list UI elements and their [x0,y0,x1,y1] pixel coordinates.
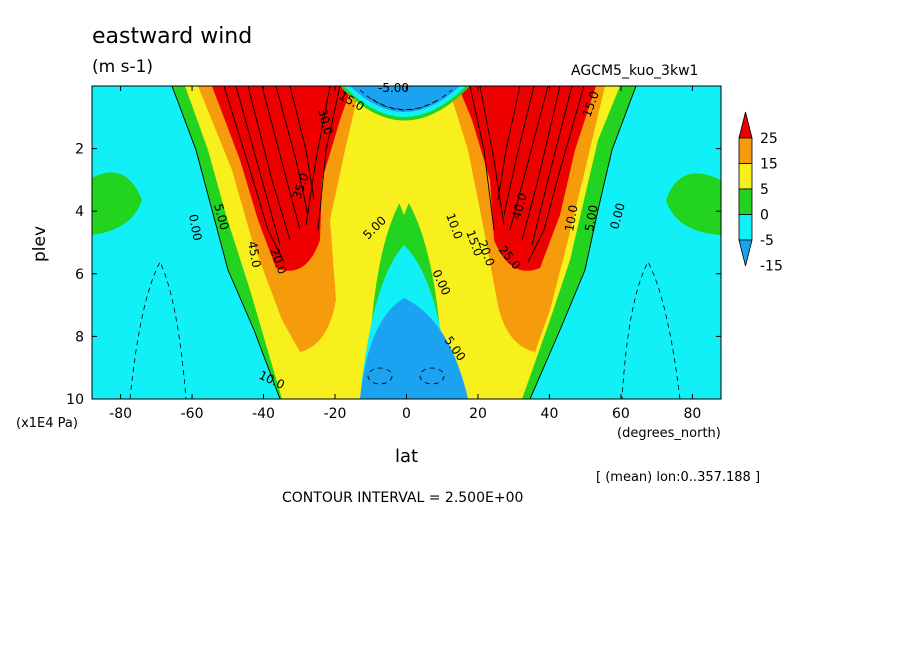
contour-label: -5.00 [378,81,409,95]
colorbar: 25 15 5 0 -5 -15 [738,111,783,275]
colorbar-label: -5 [760,233,774,249]
colorbar-top-arrow [738,111,753,139]
contour-label: 5.00 [582,204,600,233]
y-tick-label: 10 [66,392,84,408]
region-5-15-equatorial-top [352,86,458,215]
y-axis-unit: (x1E4 Pa) [16,416,78,431]
x-tick-label: 40 [541,406,559,422]
region-below-negative-5-equatorial-top [350,86,460,112]
contour-label: 0.00 [607,201,627,230]
contour-label: 0.00 [186,213,204,242]
x-tick-label: 80 [683,406,701,422]
y-tick-label: 8 [75,329,84,345]
x-tick-label: 0 [402,406,411,422]
colorbar-label: 25 [760,131,778,147]
region-0-5-sh-high [92,172,142,235]
contour-label: 5.00 [211,202,231,231]
colorbar-segment [738,137,753,164]
jet-contour-lines [171,86,637,399]
run-name: AGCM5_kuo_3kw1 [571,63,699,79]
x-axis-label: lat [395,446,419,467]
x-tick-label: -20 [324,406,347,422]
colorbar-label: 15 [760,157,778,173]
y-tick-label: 2 [75,142,84,158]
colorbar-bottom-arrow [738,239,753,267]
contour-fields [92,86,721,399]
y-tick-label: 6 [75,267,84,283]
negative-contour-lines [129,89,681,399]
colorbar-label: 5 [760,182,769,198]
contour-label: 30.0 [315,107,335,136]
region-0-5-nh-high [666,173,721,235]
contour-labels: 0.00 5.00 10.0 45.0 35.0 30.0 20.0 5.00 … [186,81,628,392]
colorbar-segment [738,188,753,215]
x-tick-label: -40 [252,406,275,422]
region-above-25-sh [212,86,352,271]
y-axis-ticks: 2 4 6 8 10 [66,142,721,408]
y-tick-label: 4 [75,204,84,220]
contour-interval: CONTOUR INTERVAL = 2.500E+00 [282,490,524,506]
chart-title: eastward wind [92,24,253,49]
region-below-negative-5-tropical [360,298,468,399]
chart-units: (m s-1) [92,57,154,77]
colorbar-segment [738,214,753,241]
x-tick-label: -60 [181,406,204,422]
x-tick-label: 60 [612,406,630,422]
colorbar-segment [738,163,753,190]
contour-label: 10.0 [562,204,580,233]
contour-label: 40.0 [509,191,529,220]
x-axis-ticks: -80 -60 -40 -20 0 20 40 60 80 [109,86,701,422]
x-tick-label: -80 [109,406,132,422]
colorbar-label: -15 [760,259,783,275]
mean-note: [ (mean) lon:0..357.188 ] [596,470,761,485]
region-above-25-nh [458,86,596,271]
x-axis-unit: (degrees_north) [617,426,721,441]
colorbar-label: 0 [760,208,769,224]
x-tick-label: 20 [469,406,487,422]
contour-label: 45.0 [245,240,263,269]
